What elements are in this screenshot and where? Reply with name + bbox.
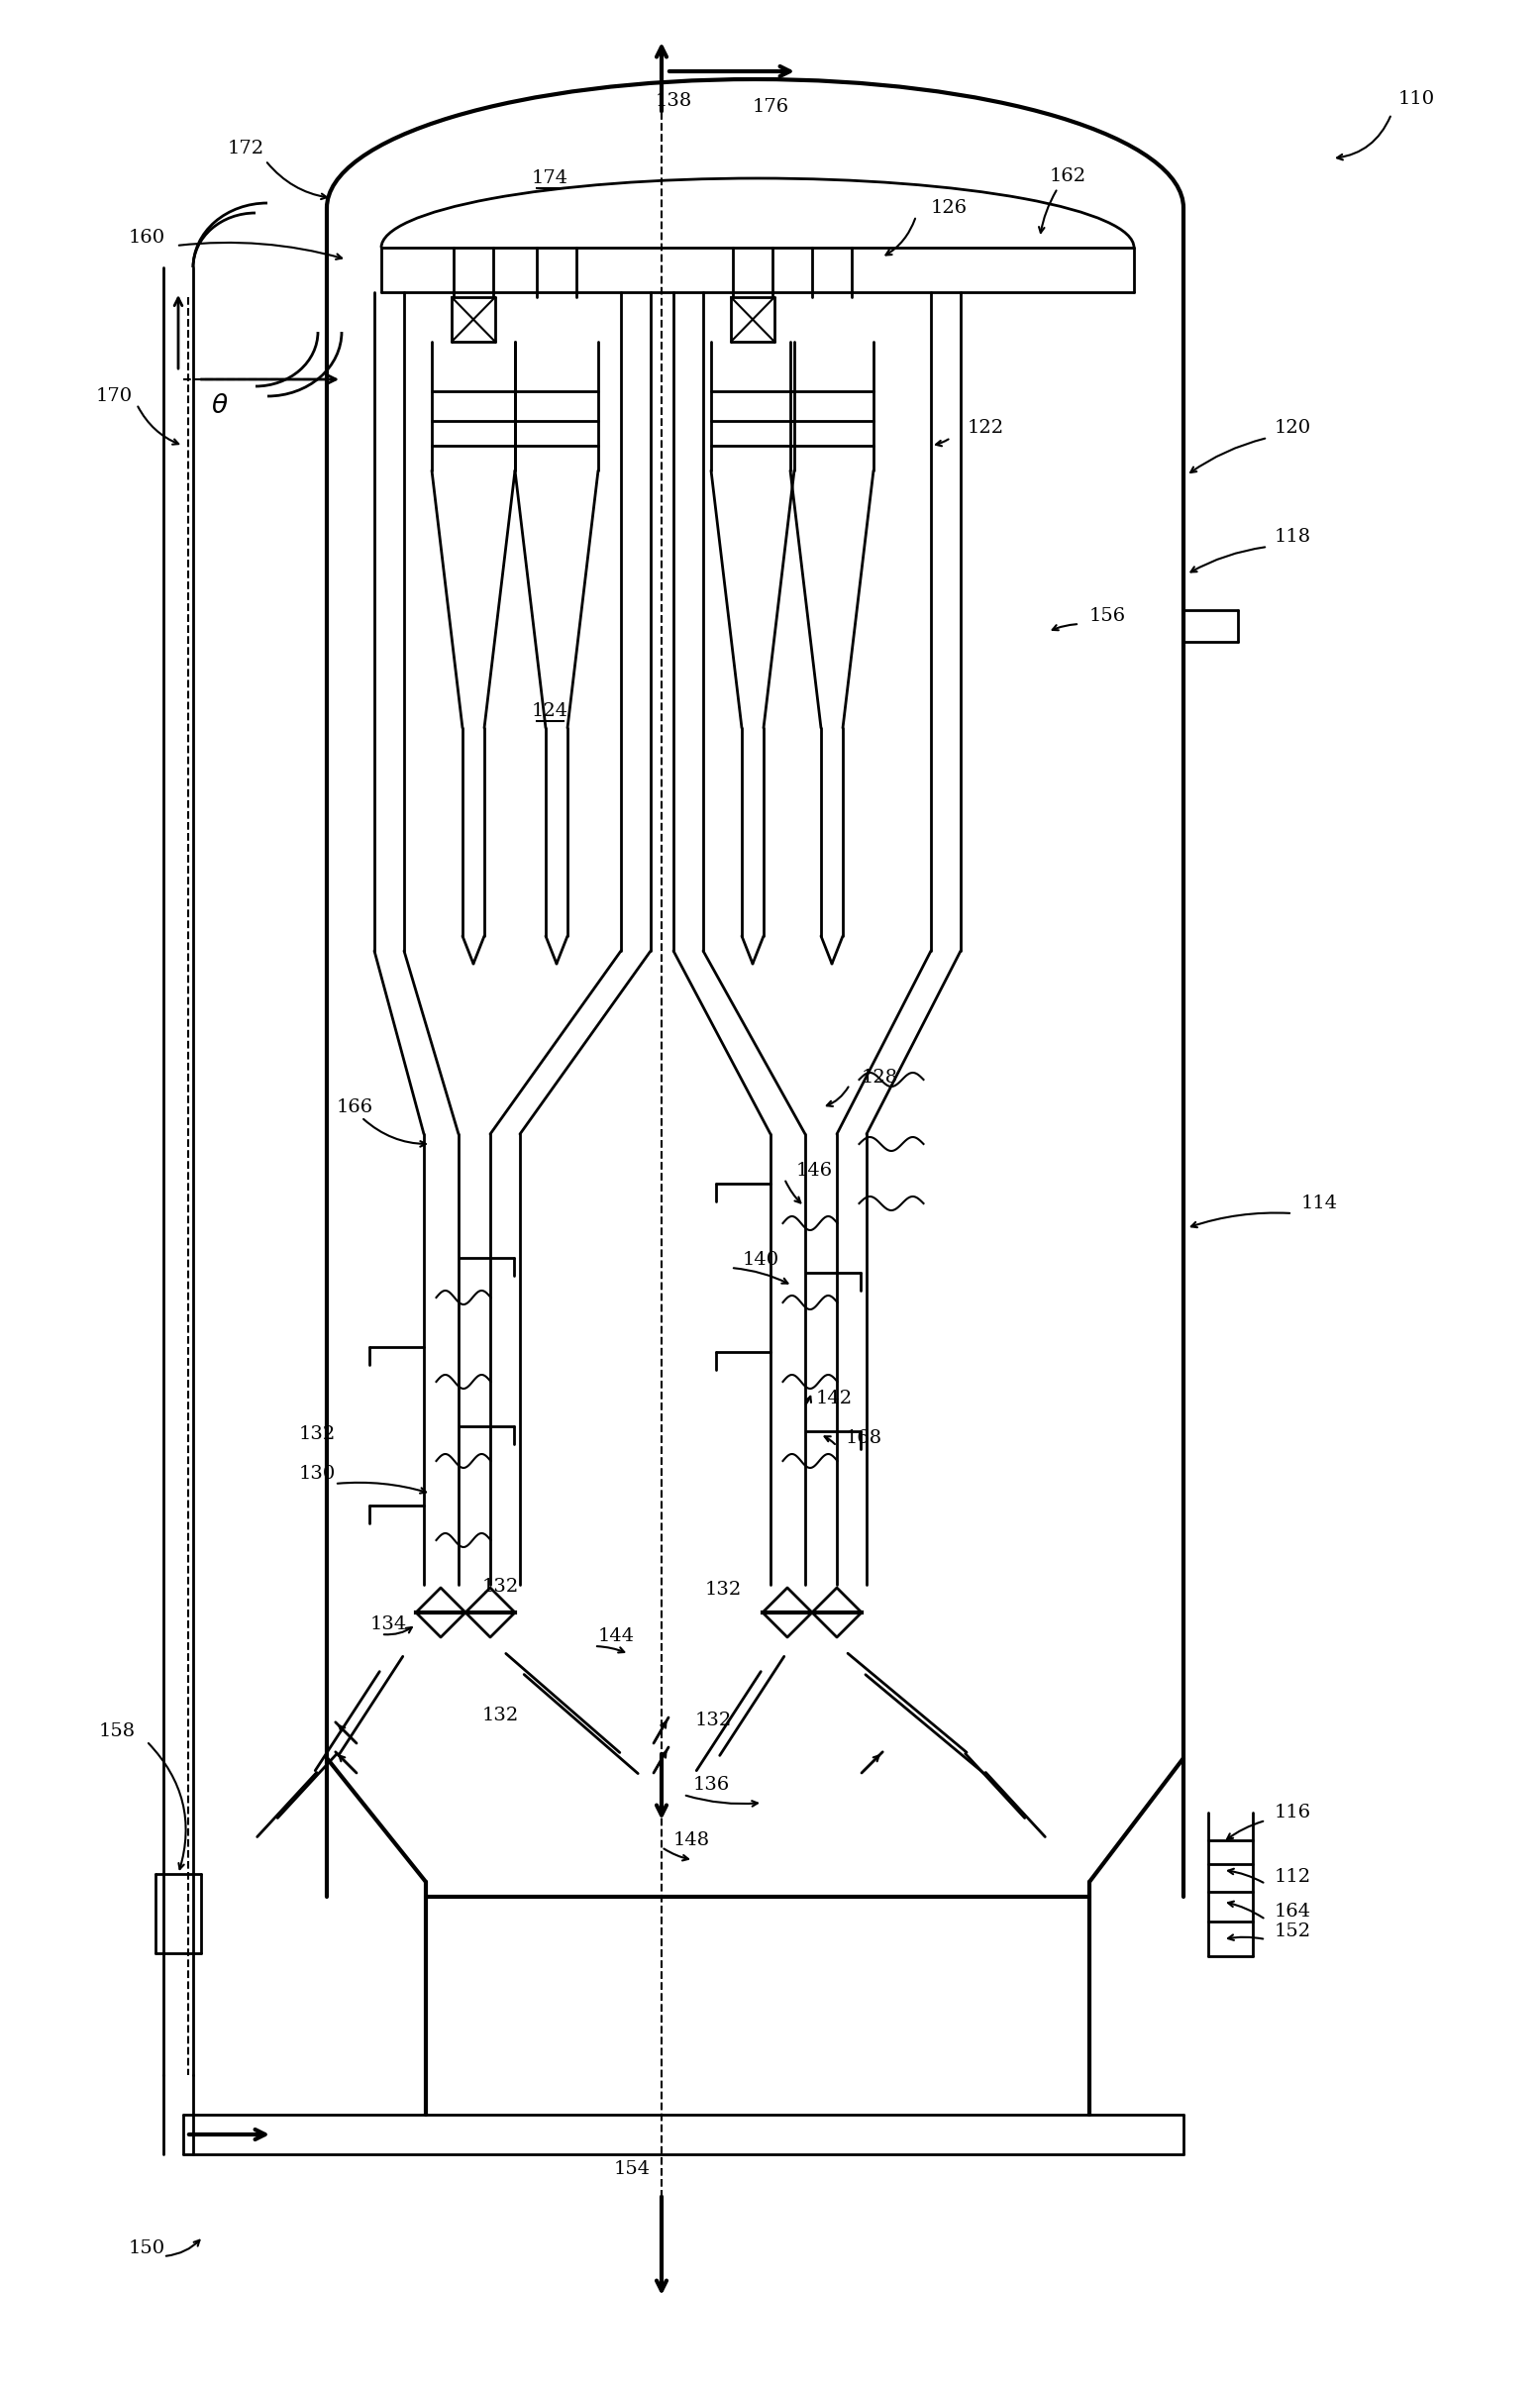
Text: 128: 128 — [861, 1069, 898, 1086]
Text: 170: 170 — [95, 387, 132, 404]
Text: 132: 132 — [695, 1712, 732, 1729]
Text: 164: 164 — [1274, 1903, 1311, 1920]
Text: 114: 114 — [1301, 1196, 1338, 1212]
Text: 136: 136 — [693, 1777, 730, 1793]
Text: 124: 124 — [531, 703, 568, 720]
Text: 132: 132 — [299, 1425, 336, 1444]
Text: 150: 150 — [128, 2240, 165, 2257]
Text: 142: 142 — [816, 1389, 852, 1408]
Text: 160: 160 — [128, 230, 165, 246]
Text: 134: 134 — [370, 1616, 407, 1633]
Text: 146: 146 — [796, 1162, 833, 1179]
Text: 116: 116 — [1274, 1803, 1311, 1822]
Text: 110: 110 — [1398, 91, 1435, 108]
Text: 140: 140 — [742, 1250, 779, 1270]
Text: $\theta$: $\theta$ — [211, 392, 228, 418]
Text: 174: 174 — [531, 170, 568, 186]
Text: 148: 148 — [673, 1832, 710, 1848]
Text: 166: 166 — [336, 1097, 373, 1117]
Text: 122: 122 — [967, 418, 1004, 438]
Text: 132: 132 — [482, 1578, 519, 1595]
Text: 176: 176 — [752, 98, 788, 115]
Text: 120: 120 — [1274, 418, 1311, 438]
Text: 132: 132 — [704, 1580, 741, 1600]
Text: 112: 112 — [1274, 1867, 1311, 1886]
Text: 118: 118 — [1274, 528, 1311, 545]
Text: 168: 168 — [845, 1430, 882, 1447]
Text: 132: 132 — [482, 1707, 519, 1724]
Text: 158: 158 — [99, 1722, 136, 1741]
Text: 156: 156 — [1089, 607, 1126, 624]
Text: 144: 144 — [598, 1628, 634, 1645]
Text: 162: 162 — [1049, 167, 1086, 184]
Text: 154: 154 — [613, 2159, 650, 2178]
Text: 130: 130 — [299, 1466, 336, 1482]
Text: 138: 138 — [654, 93, 691, 110]
Text: 126: 126 — [930, 198, 967, 218]
Text: 172: 172 — [228, 139, 263, 158]
Text: 152: 152 — [1274, 1922, 1311, 1941]
